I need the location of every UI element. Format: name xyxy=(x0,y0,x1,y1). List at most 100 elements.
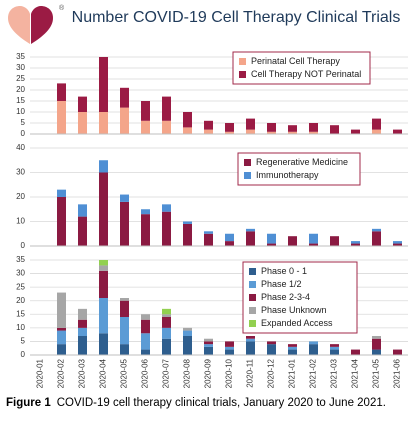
bar-segment xyxy=(267,243,276,246)
bar-segment xyxy=(162,314,171,317)
bar-segment xyxy=(57,83,66,101)
legend-swatch xyxy=(239,71,246,78)
y-tick-label: 15 xyxy=(16,309,25,318)
bar-segment xyxy=(372,338,381,350)
bar-segment xyxy=(309,243,318,246)
bar-segment xyxy=(309,344,318,355)
bar-segment xyxy=(267,341,276,345)
bar-segment xyxy=(225,241,234,246)
x-tick-label: 2020-05 xyxy=(120,358,129,388)
bar-segment xyxy=(246,118,255,130)
bar-segment xyxy=(99,260,108,266)
x-tick-label: 2021-05 xyxy=(372,358,381,388)
bar-segment xyxy=(120,298,129,301)
bar-segment xyxy=(57,101,66,134)
bar-segment xyxy=(57,327,66,331)
caption-text: COVID-19 cell therapy clinical trials, J… xyxy=(56,397,386,409)
bar-segment xyxy=(162,211,171,246)
logo-left xyxy=(8,6,30,44)
bar-segment xyxy=(183,336,192,355)
bar-segment xyxy=(204,233,213,246)
legend-box xyxy=(232,51,371,85)
legend-swatch xyxy=(249,268,256,275)
x-tick-label: 2020-09 xyxy=(204,358,213,388)
bar-segment xyxy=(309,233,318,244)
y-tick-label: 5 xyxy=(21,337,26,346)
bar-segment xyxy=(162,327,171,339)
bar-segment xyxy=(372,129,381,134)
caption: Figure 1 COVID-19 cell therapy clinical t… xyxy=(6,396,408,410)
x-tick-label: 2020-04 xyxy=(99,358,108,388)
bar-segment xyxy=(288,344,297,347)
bar-segment xyxy=(120,344,129,355)
bar-segment xyxy=(99,333,108,355)
bar-segment xyxy=(99,265,108,271)
x-tick-label: 2020-11 xyxy=(246,358,255,387)
bar-segment xyxy=(393,349,402,355)
bar-segment xyxy=(78,319,87,328)
legend-swatch xyxy=(249,294,256,301)
bar-segment xyxy=(183,327,192,331)
bar-segment xyxy=(99,160,108,173)
bar-segment xyxy=(225,131,234,134)
bar-segment xyxy=(246,228,255,232)
bar-segment xyxy=(183,330,192,336)
bar-segment xyxy=(141,349,150,355)
y-tick-label: 15 xyxy=(16,96,25,105)
bar-segment xyxy=(393,241,402,244)
bar-segment xyxy=(372,228,381,232)
bar-segment xyxy=(288,125,297,132)
bar-segment xyxy=(288,349,297,355)
bar-segment xyxy=(351,243,360,246)
y-tick-label: 0 xyxy=(21,241,26,250)
bar-segment xyxy=(204,129,213,134)
legend-label: Perinatal Cell Therapy xyxy=(251,56,340,66)
y-tick-label: 5 xyxy=(21,118,26,127)
x-tick-label: 2020-03 xyxy=(78,358,87,388)
bar-segment xyxy=(225,233,234,242)
bar-segment xyxy=(99,57,108,112)
bar-segment xyxy=(78,112,87,134)
bar-segment xyxy=(309,341,318,345)
bar-segment xyxy=(246,341,255,355)
bar-segment xyxy=(78,204,87,217)
bar-segment xyxy=(57,330,66,345)
bar-segment xyxy=(162,308,171,315)
bar-segment xyxy=(330,344,339,347)
bar-segment xyxy=(57,197,66,246)
bar-segment xyxy=(162,96,171,121)
y-tick-label: 40 xyxy=(16,143,25,152)
bar-segment xyxy=(57,189,66,197)
bar-segment xyxy=(162,120,171,134)
y-tick-label: 20 xyxy=(16,192,25,201)
bar-segment xyxy=(204,338,213,342)
bar-segment xyxy=(99,270,108,298)
bar-segment xyxy=(120,300,129,317)
y-tick-label: 35 xyxy=(16,255,25,264)
x-tick-label: 2021-06 xyxy=(393,358,402,388)
x-tick-label: 2021-03 xyxy=(330,358,339,388)
legend-label: Cell Therapy NOT Perinatal xyxy=(251,69,361,79)
bar-segment xyxy=(330,346,339,350)
y-tick-label: 30 xyxy=(16,63,25,72)
bar-segment xyxy=(78,216,87,246)
y-tick-label: 30 xyxy=(16,269,25,278)
bar-segment xyxy=(330,349,339,355)
bar-segment xyxy=(141,333,150,350)
bar-segment xyxy=(351,241,360,244)
legend-label: Regenerative Medicine xyxy=(256,157,348,167)
legend-swatch xyxy=(244,159,251,166)
bar-segment xyxy=(162,204,171,212)
bar-segment xyxy=(246,338,255,342)
y-tick-label: 0 xyxy=(21,129,26,138)
bar-segment xyxy=(183,223,192,246)
bar-segment xyxy=(99,112,108,134)
bar-segment xyxy=(120,201,129,246)
bar-segment xyxy=(120,194,129,202)
legend-swatch xyxy=(249,320,256,327)
bar-segment xyxy=(288,131,297,134)
bar-segment xyxy=(141,120,150,134)
y-tick-label: 30 xyxy=(16,168,25,177)
bar-segment xyxy=(330,125,339,134)
